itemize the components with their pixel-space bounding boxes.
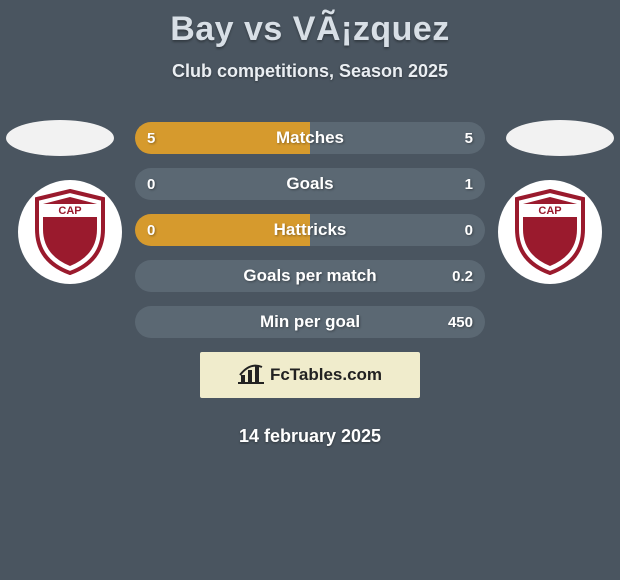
stat-bar: Goals01 bbox=[135, 168, 485, 200]
stat-bar: Goals per match0.2 bbox=[135, 260, 485, 292]
player-avatar-right bbox=[506, 120, 614, 156]
stat-bar: Hattricks00 bbox=[135, 214, 485, 246]
stat-bar: Min per goal450 bbox=[135, 306, 485, 338]
team-badge-left: CAP bbox=[18, 180, 122, 284]
stat-bar-right-fill bbox=[135, 306, 485, 338]
subtitle: Club competitions, Season 2025 bbox=[0, 61, 620, 82]
stat-bar-right-fill bbox=[310, 122, 485, 154]
team-badge-right: CAP bbox=[498, 180, 602, 284]
shield-icon: CAP bbox=[33, 189, 107, 275]
page-title: Bay vs VÃ¡zquez bbox=[0, 0, 620, 49]
shield-icon: CAP bbox=[513, 189, 587, 275]
bar-chart-icon bbox=[238, 364, 264, 386]
stat-bar-right-fill bbox=[135, 168, 485, 200]
svg-text:CAP: CAP bbox=[538, 205, 561, 217]
brand-label: FcTables.com bbox=[270, 365, 382, 385]
svg-text:CAP: CAP bbox=[58, 205, 81, 217]
stat-bar-right-fill bbox=[135, 260, 485, 292]
player-avatar-left bbox=[6, 120, 114, 156]
date-label: 14 february 2025 bbox=[0, 426, 620, 447]
brand-logo[interactable]: FcTables.com bbox=[200, 352, 420, 398]
stat-bar-left-fill bbox=[135, 214, 310, 246]
stat-bar-right-fill bbox=[310, 214, 485, 246]
stats-bars: Matches55 Goals01 Hattricks00 Goals per mat… bbox=[135, 122, 485, 352]
stat-bar-left-fill bbox=[135, 122, 310, 154]
stat-bar: Matches55 bbox=[135, 122, 485, 154]
